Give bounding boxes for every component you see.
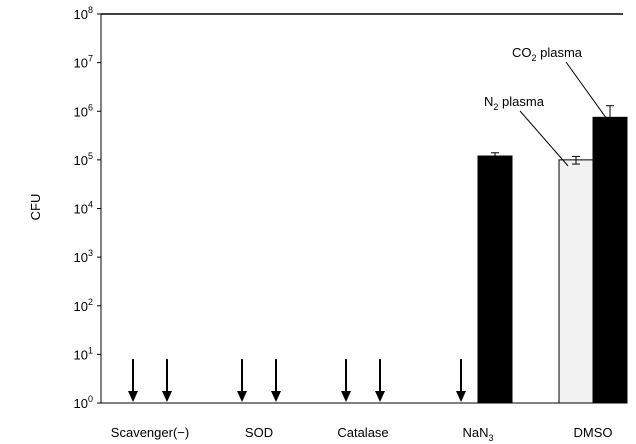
bar: [592, 116, 628, 404]
bar: [558, 159, 594, 404]
y-tick-label: 104: [74, 200, 93, 217]
error-bars: [491, 105, 614, 165]
y-tick-label: 106: [74, 102, 93, 119]
below-detection-arrow: [341, 359, 351, 402]
y-axis-label: CFU: [28, 194, 43, 221]
y-tick-label: 103: [74, 248, 93, 265]
below-detection-arrow: [271, 359, 281, 402]
x-axis-category-labels: Scavenger(−) SOD Catalase NaN3 DMSO: [111, 425, 613, 443]
bar: [477, 155, 513, 404]
x-tick-label: SOD: [245, 425, 273, 440]
x-tick-label: NaN3: [462, 425, 493, 443]
error-bar: [491, 152, 499, 161]
x-tick-label: Catalase: [337, 425, 388, 440]
below-detection-arrow: [456, 359, 466, 402]
series-callouts: N2 plasma CO2 plasma: [484, 45, 611, 167]
x-tick-label: DMSO: [574, 425, 613, 440]
below-detection-arrow: [128, 359, 138, 402]
below-detection-arrows: [128, 359, 466, 402]
y-tick-label: 105: [74, 151, 93, 168]
below-detection-arrow: [162, 359, 172, 402]
error-bar: [606, 105, 614, 146]
below-detection-arrow: [237, 359, 247, 402]
y-tick-label: 100: [74, 394, 93, 411]
svg-text:CO2 plasma: CO2 plasma: [512, 45, 583, 63]
x-tick-label: Scavenger(−): [111, 425, 189, 440]
y-tick-label: 102: [74, 297, 93, 314]
y-tick-label: 101: [74, 345, 93, 362]
y-axis-ticks: 100 101 102 103 104 105 106 107 108: [74, 5, 101, 411]
series-callout: CO2 plasma: [512, 45, 611, 124]
svg-text:N2 plasma: N2 plasma: [484, 94, 545, 112]
error-bar: [572, 155, 580, 165]
axes: [100, 13, 623, 404]
series-callout: N2 plasma: [484, 94, 569, 167]
bars: [477, 116, 628, 404]
y-tick-label: 108: [74, 5, 93, 22]
y-tick-label: 107: [74, 54, 93, 71]
below-detection-arrow: [375, 359, 385, 402]
